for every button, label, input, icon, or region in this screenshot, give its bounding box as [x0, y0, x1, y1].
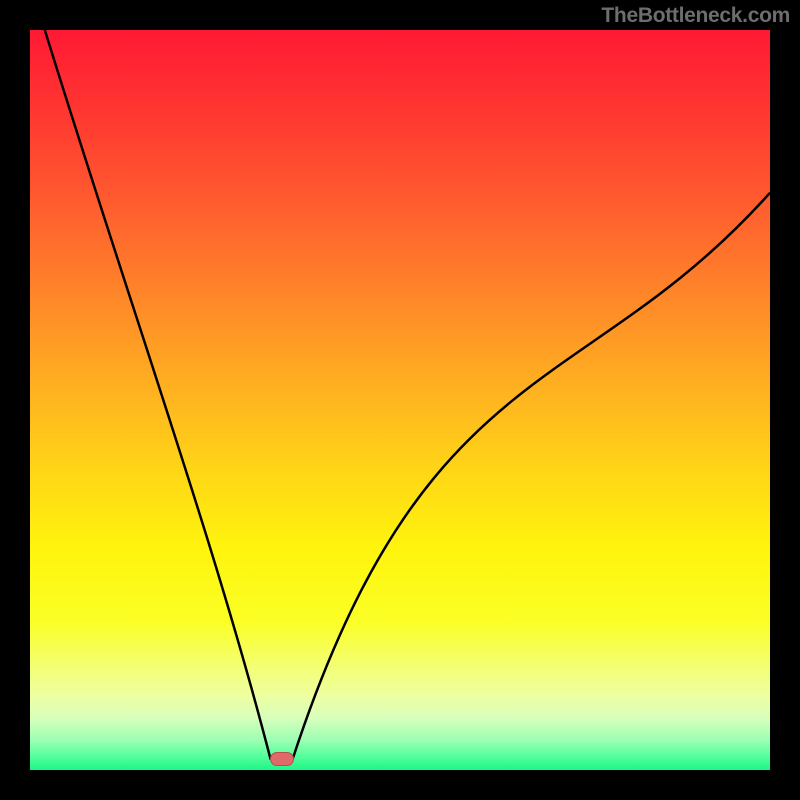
watermark-text: TheBottleneck.com: [601, 4, 790, 28]
optimal-point-marker: [270, 752, 294, 766]
chart-container: TheBottleneck.com: [0, 0, 800, 800]
gradient-background: [30, 30, 770, 770]
plot-area: [30, 30, 770, 770]
